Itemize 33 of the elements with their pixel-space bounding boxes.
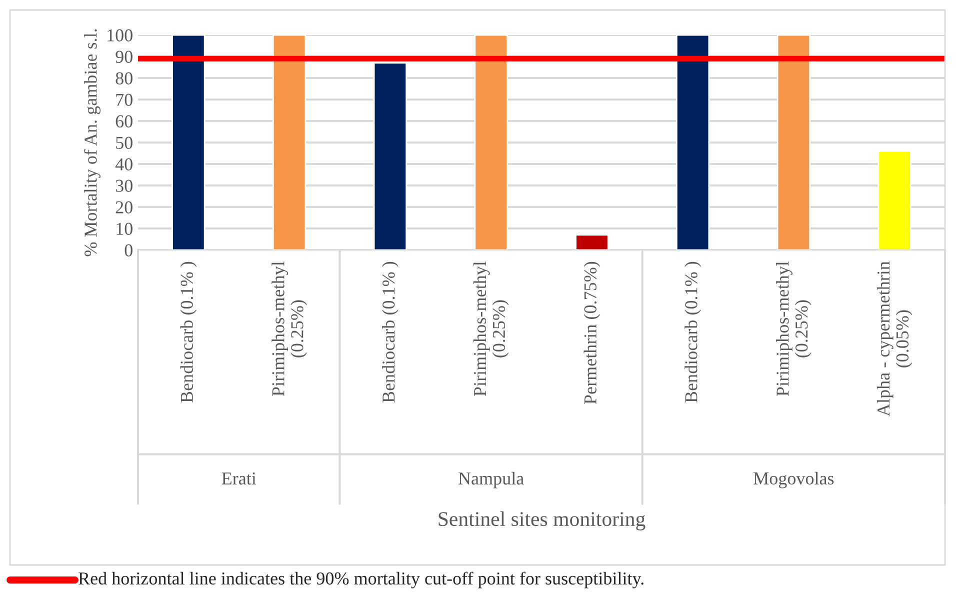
x-tick-label: Bendiocarb (0.1% ) [180, 262, 197, 402]
y-tick-label: 90 [116, 50, 132, 63]
bar [575, 234, 609, 250]
y-tick-label: 40 [115, 158, 132, 170]
y-tick-label: 0 [124, 244, 132, 256]
y-tick-label: 20 [116, 201, 132, 214]
y-tick-label: 10 [116, 222, 132, 235]
y-axis-title: % Mortality of An. gambiae s.l. [84, 29, 100, 256]
y-tick-label: 80 [116, 72, 132, 84]
x-tick-label: Bendiocarb (0.1% ) [684, 262, 701, 402]
text: Nampula [458, 472, 524, 488]
text: Mogovolas [754, 472, 834, 488]
bar [776, 35, 811, 250]
x-tick-label: Pirimiphos-methyl (0.25%) [776, 261, 812, 396]
legend-label: Red horizontal line indicates the 90% mortality cut-off point for susceptibility. [78, 572, 644, 588]
text: Erati [222, 472, 256, 485]
bar [878, 150, 912, 250]
bar [172, 35, 206, 250]
y-tick-label: 60 [116, 115, 132, 128]
x-tick-label: Bendiocarb (0.1% ) [382, 262, 398, 402]
y-tick-label: 100 [108, 29, 132, 42]
x-tick-label: Alpha - cypermethrin (0.05%) [876, 261, 912, 416]
x-tick-label: Permethrin (0.75%) [584, 262, 600, 404]
y-tick-label: 50 [116, 136, 132, 149]
x-tick-label: Pirimiphos-methyl (0.25%) [272, 261, 307, 396]
y-tick-label: 30 [116, 180, 132, 192]
bar [373, 62, 408, 250]
x-tick-label: Pirimiphos-methyl (0.25%) [473, 261, 509, 396]
y-tick-label: 70 [116, 94, 132, 106]
bar [676, 35, 710, 250]
bar [272, 35, 306, 250]
x-axis-title: Sentinel sites monitoring [438, 511, 646, 530]
bar [474, 35, 508, 250]
